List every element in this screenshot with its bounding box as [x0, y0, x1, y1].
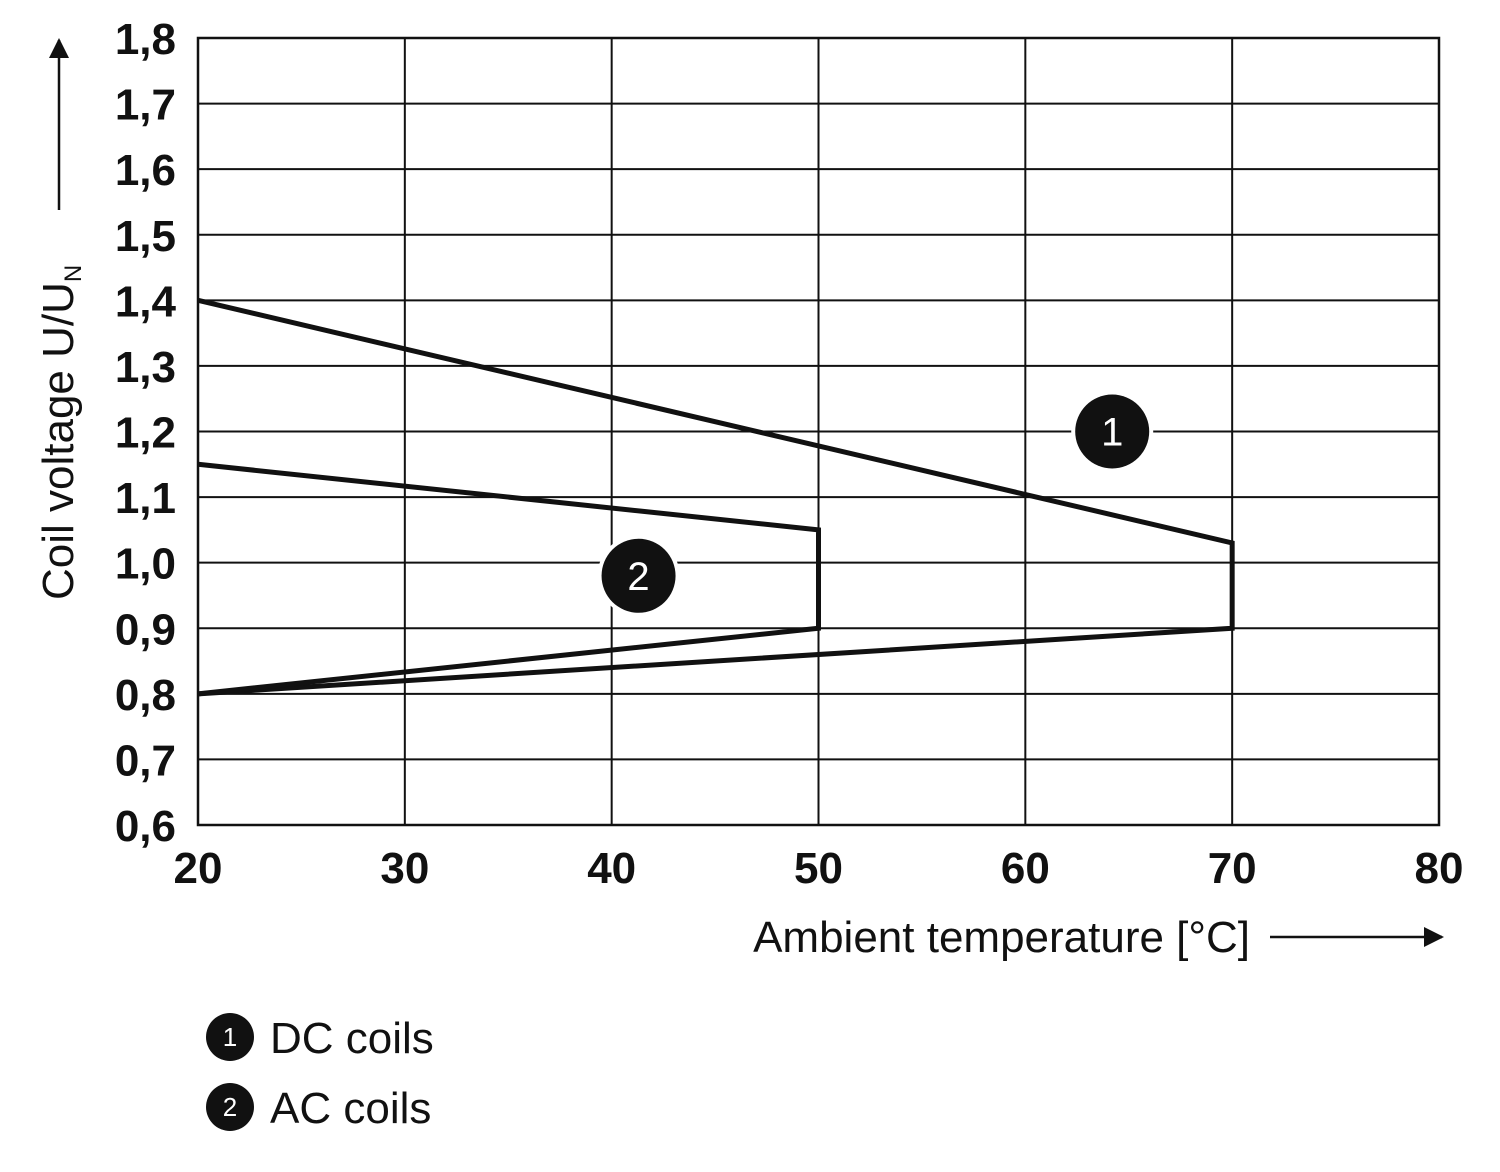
- y-tick-label: 1,5: [115, 212, 176, 261]
- x-axis-title: Ambient temperature [°C]: [753, 913, 1250, 962]
- legend-item: 1 DC coils: [206, 1013, 434, 1063]
- y-tick-label: 1,1: [115, 474, 176, 523]
- x-tick-label: 40: [587, 844, 636, 893]
- legend-badge: [206, 1083, 254, 1131]
- legend-number: 2: [223, 1092, 237, 1122]
- x-tick-label: 50: [794, 844, 843, 893]
- y-tick-label: 0,8: [115, 671, 176, 720]
- x-tick-label: 30: [380, 844, 429, 893]
- legend-badge: [206, 1013, 254, 1061]
- y-tick-label: 1,7: [115, 81, 176, 130]
- plot-frame: [196, 36, 1441, 827]
- x-tick-label: 70: [1208, 844, 1257, 893]
- grid: [197, 37, 1440, 826]
- y-axis-title: Coil voltage U/UN: [34, 265, 87, 600]
- legend-number: 1: [223, 1022, 237, 1052]
- y-axis-title-subscript: N: [60, 265, 87, 282]
- series-line-2: [197, 461, 821, 697]
- x-tick-label: 20: [174, 844, 223, 893]
- y-tick-label: 0,7: [115, 736, 176, 785]
- x-axis-ticks: 20 30 40 50 60 70 80: [174, 844, 1464, 893]
- y-tick-label: 1,0: [115, 540, 176, 589]
- marker-badge: [1075, 394, 1150, 469]
- marker-number: 2: [627, 555, 649, 599]
- legend-label: DC coils: [270, 1014, 434, 1063]
- y-tick-label: 1,2: [115, 409, 176, 458]
- y-tick-label: 0,6: [115, 802, 176, 851]
- y-tick-label: 1,6: [115, 146, 176, 195]
- legend-item: 2 AC coils: [206, 1083, 431, 1133]
- x-tick-label: 60: [1001, 844, 1050, 893]
- y-tick-label: 1,3: [115, 343, 176, 392]
- series-marker-2: 2: [597, 534, 680, 617]
- y-axis-title-main: Coil voltage U/U: [34, 282, 83, 600]
- legend: 1 DC coils 2 AC coils: [206, 1013, 434, 1133]
- x-tick-label: 80: [1415, 844, 1464, 893]
- series-layer: [197, 297, 1235, 697]
- marker-number: 1: [1101, 411, 1123, 455]
- y-tick-label: 0,9: [115, 605, 176, 654]
- legend-label: AC coils: [270, 1084, 431, 1133]
- marker-badge: [601, 538, 676, 613]
- series-line-1: [197, 297, 1235, 697]
- y-axis-ticks: 0,6 0,7 0,8 0,9 1,0 1,1 1,2 1,3 1,4 1,5 1,6 1,7 1,8: [115, 15, 177, 851]
- y-tick-label: 1,4: [115, 277, 177, 326]
- series-marker-1: 1: [1071, 390, 1154, 473]
- series-markers: 12: [597, 390, 1154, 617]
- y-tick-label: 1,8: [115, 15, 176, 64]
